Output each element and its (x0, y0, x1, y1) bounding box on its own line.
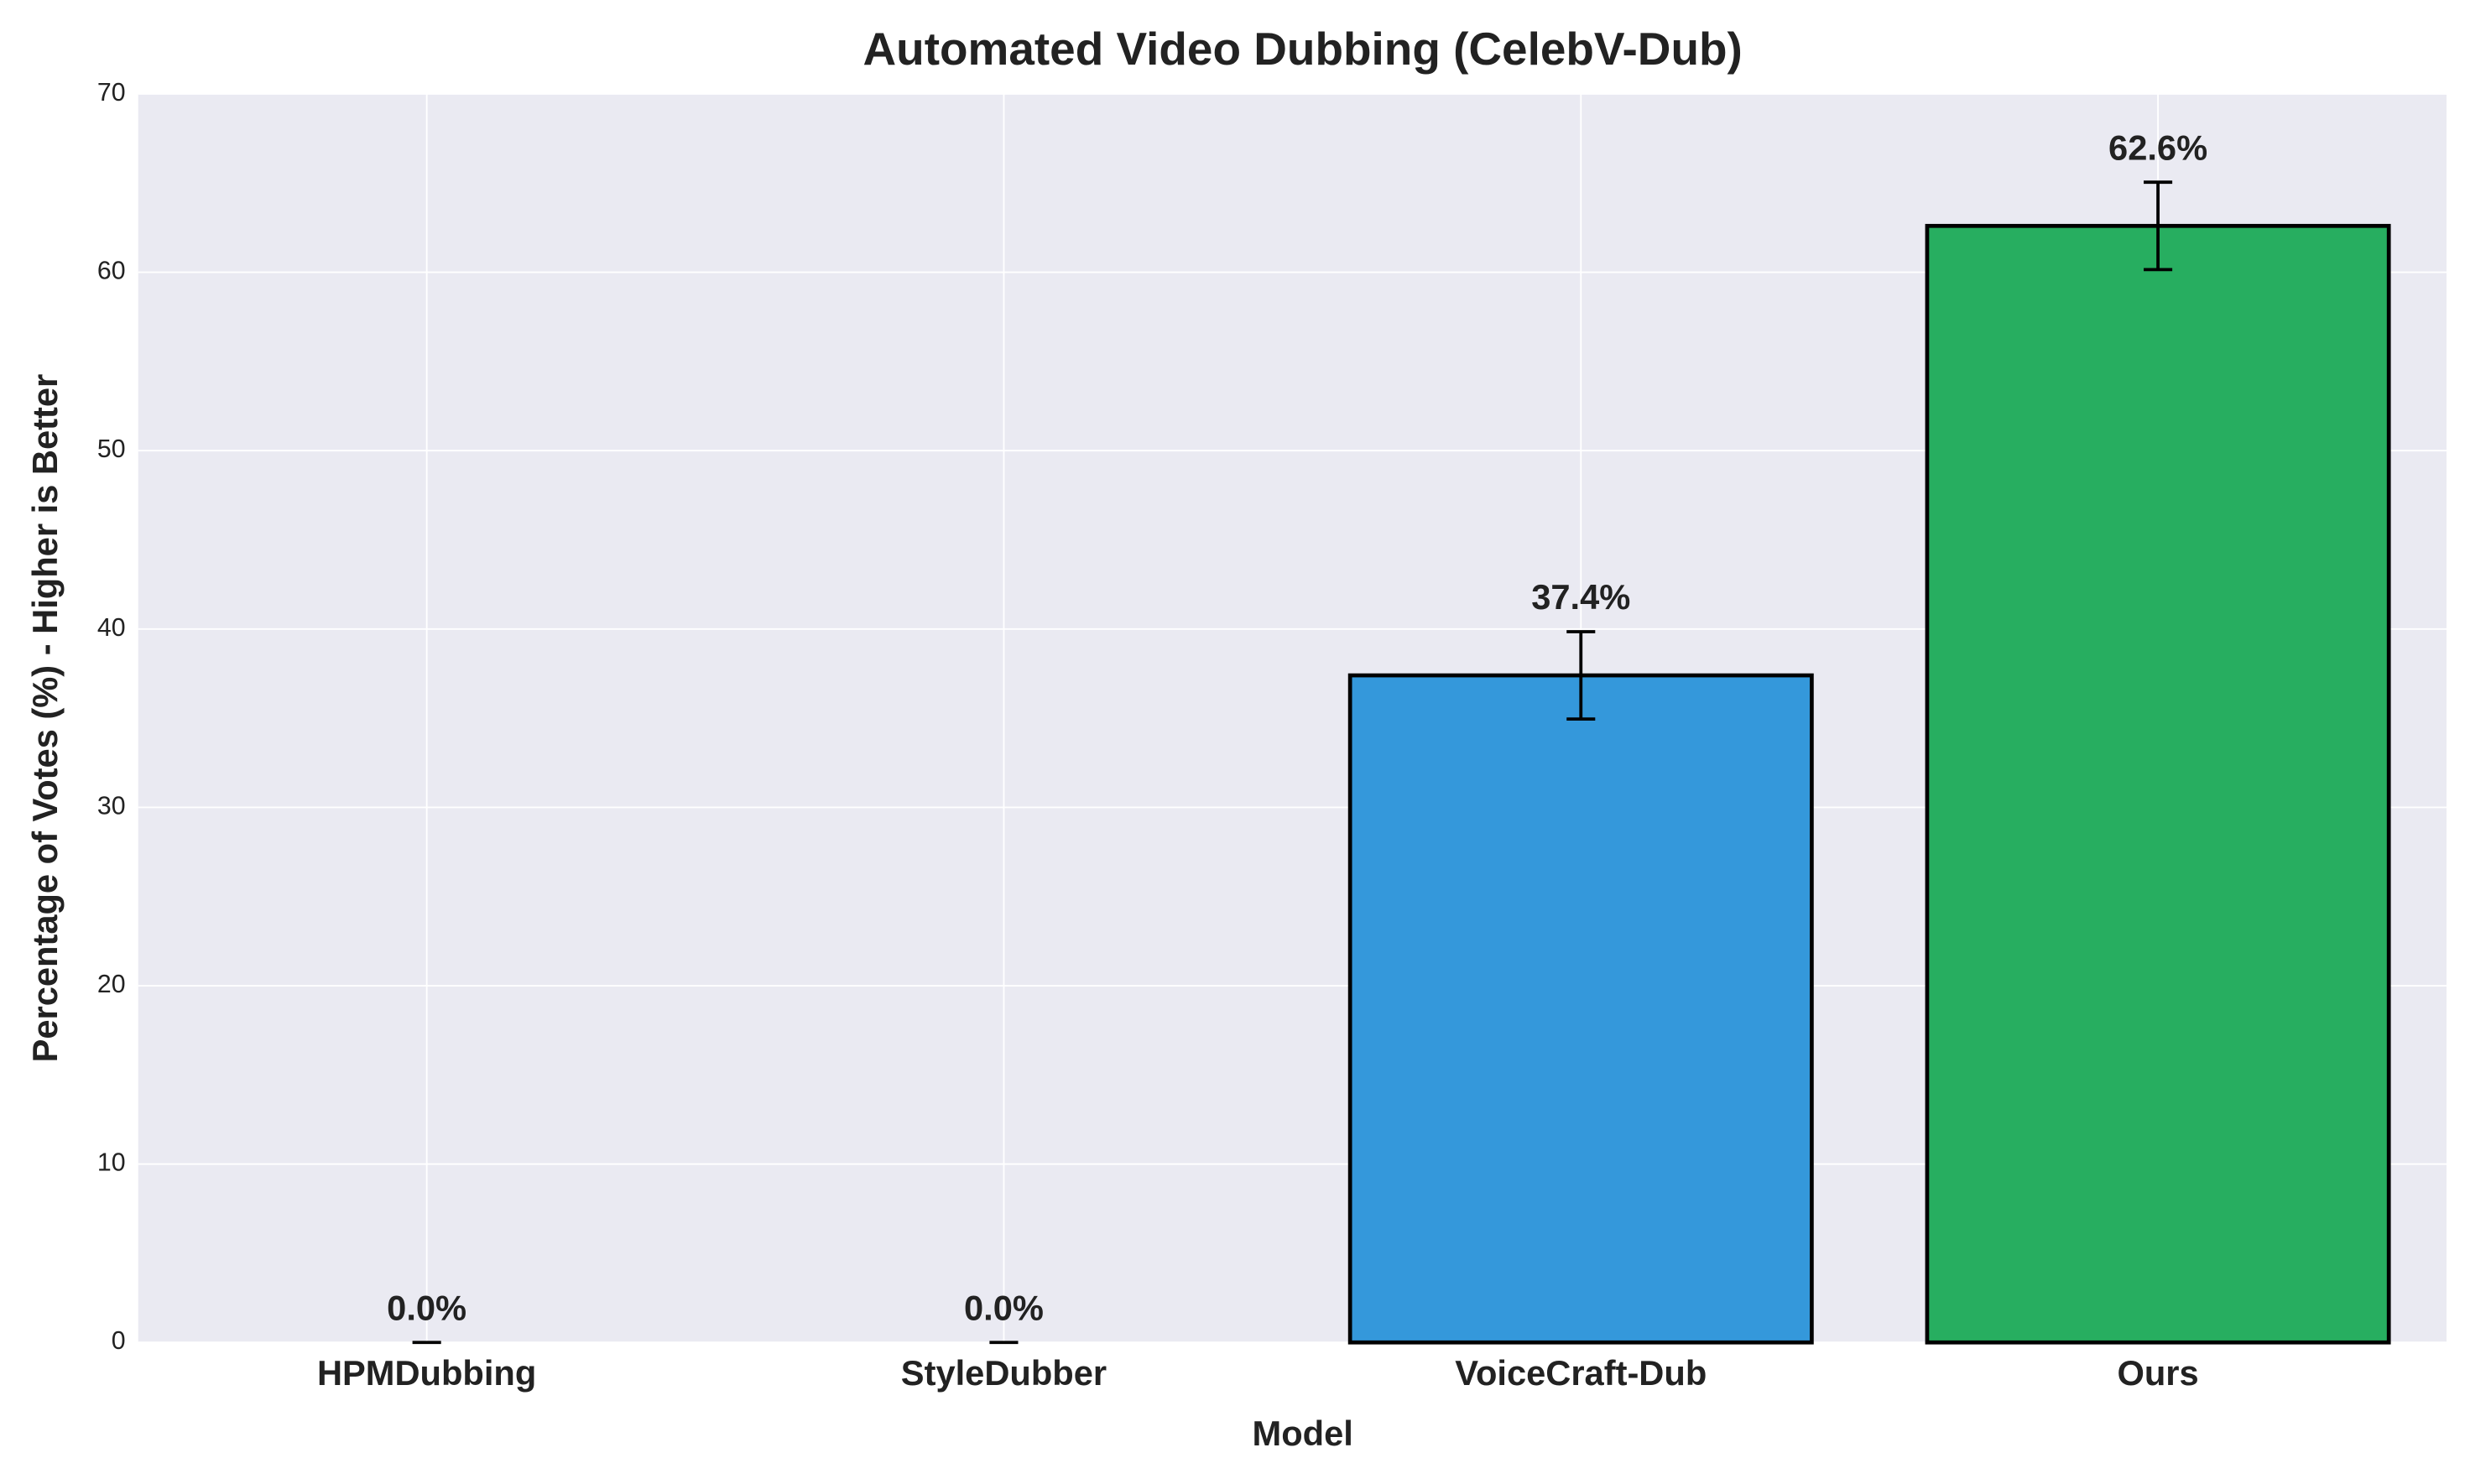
x-tick-label: VoiceCraft-Dub (1455, 1353, 1707, 1393)
bar (1347, 673, 1814, 1345)
x-tick-label: Ours (2117, 1353, 2198, 1393)
y-tick-label: 30 (97, 792, 126, 820)
value-label: 0.0% (964, 1288, 1044, 1327)
error-bar (1566, 630, 1596, 721)
value-label: 0.0% (387, 1288, 466, 1327)
chart-title: Automated Video Dubbing (CelebV-Dub) (863, 23, 1743, 75)
y-axis-label: Percentage of Votes (%) - Higher is Bett… (25, 374, 65, 1063)
x-axis-label: Model (1253, 1414, 1353, 1453)
bar (1925, 223, 2391, 1345)
value-label: 62.6% (2108, 128, 2207, 167)
x-tick-label: HPMDubbing (317, 1353, 536, 1393)
value-label: 37.4% (1531, 577, 1630, 617)
error-bar (2144, 180, 2173, 272)
y-tick-label: 0 (112, 1327, 126, 1355)
y-tick-label: 20 (97, 971, 126, 998)
y-tick-label: 50 (97, 435, 126, 463)
y-tick-label: 70 (97, 79, 126, 107)
x-tick-label: StyleDubber (901, 1353, 1107, 1393)
y-tick-label: 10 (97, 1149, 126, 1177)
y-tick-label: 60 (97, 258, 126, 285)
y-tick-label: 40 (97, 614, 126, 642)
